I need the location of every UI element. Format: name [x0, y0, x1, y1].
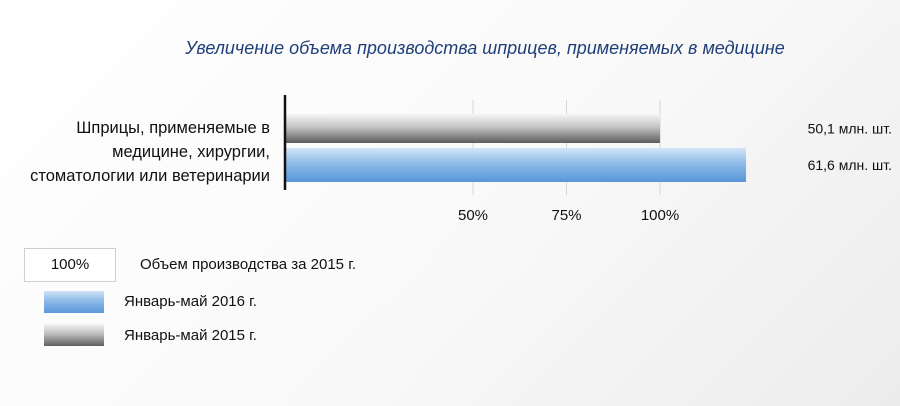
x-tick-label: 75% [551, 207, 581, 224]
legend-swatch-2016 [44, 291, 104, 313]
bar-2016 [286, 148, 747, 182]
category-label-line-2: медицине, хирургии, [112, 143, 270, 161]
x-tick-label: 50% [458, 207, 488, 224]
legend-swatch-2015 [44, 324, 104, 346]
legend-key-100-percent: 100% [24, 248, 116, 282]
category-label-line-1: Шприцы, применяемые в [76, 119, 270, 137]
category-label-line-3: стоматологии или ветеринарии [30, 167, 270, 185]
value-label-2016: 61,6 млн. шт. [808, 157, 892, 173]
legend-label-2016: Январь-май 2016 г. [124, 293, 257, 310]
category-label: Шприцы, применяемые в медицине, хирургии… [30, 116, 270, 188]
bar-2015 [286, 114, 660, 143]
x-tick-label: 100% [641, 207, 679, 224]
chart-title: Увеличение объема производства шприцев, … [185, 38, 785, 58]
value-label-2015: 50,1 млн. шт. [808, 121, 892, 137]
legend-label-2015: Январь-май 2015 г. [124, 327, 257, 344]
legend-label-2015-total: Объем производства за 2015 г. [140, 256, 356, 273]
